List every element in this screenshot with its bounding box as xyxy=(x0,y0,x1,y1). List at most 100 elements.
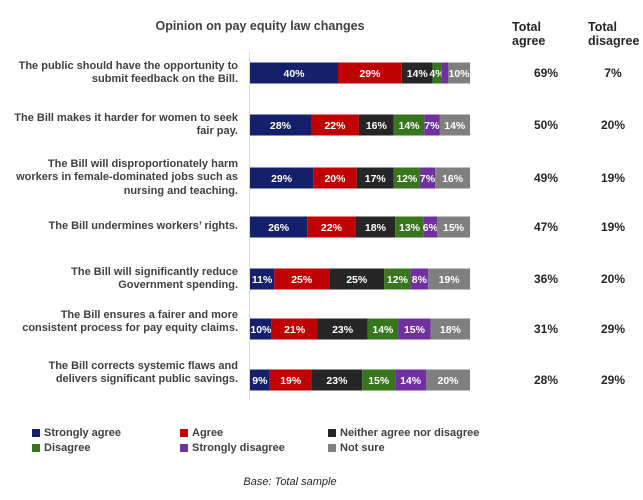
bar-segment xyxy=(250,268,275,290)
data-label: 12% xyxy=(387,274,409,286)
category-label: The Bill undermines workers’ rights. xyxy=(48,220,239,233)
bar-segment xyxy=(439,114,470,136)
legend-swatch xyxy=(328,429,336,437)
data-label: 19% xyxy=(280,375,302,387)
data-label: 7% xyxy=(424,120,440,132)
bar-segment xyxy=(269,369,312,391)
data-label: 29% xyxy=(271,173,293,185)
total-disagree-value: 19% xyxy=(600,171,626,185)
data-label: 14% xyxy=(400,375,422,387)
total-disagree-value: 19% xyxy=(600,220,626,234)
bar-segment xyxy=(250,369,270,391)
legend-label: Disagree xyxy=(44,442,91,454)
data-label: 25% xyxy=(291,274,313,286)
data-label: 15% xyxy=(404,324,426,336)
category-label: The Bill will disproportionately harm wo… xyxy=(16,157,238,197)
legend-swatch xyxy=(180,444,188,452)
bar-segment xyxy=(362,369,396,391)
legend-item: Not sure xyxy=(328,442,385,454)
total-agree-value: 69% xyxy=(533,66,559,80)
bar-segment xyxy=(250,62,338,84)
bar-segment xyxy=(307,216,356,238)
data-label: 7% xyxy=(420,173,436,185)
data-label: 15% xyxy=(368,375,390,387)
chart-title: Opinion on pay equity law changes xyxy=(155,19,365,33)
legend-label: Strongly agree xyxy=(44,427,122,439)
bar-segment xyxy=(423,216,437,238)
data-label: 4% xyxy=(429,68,445,80)
data-label: 10% xyxy=(448,68,470,80)
bar-segment xyxy=(393,167,420,189)
category-label: The Bill will significantly reduce Gover… xyxy=(71,265,238,292)
category-label: The public should have the opportunity t… xyxy=(18,59,238,86)
data-label: 22% xyxy=(321,222,343,234)
legend-item: Agree xyxy=(180,427,223,439)
legend-swatch xyxy=(328,444,336,452)
legend-label: Strongly disagree xyxy=(192,442,285,454)
bar-segment xyxy=(250,114,311,136)
bar-segment xyxy=(432,62,442,84)
bar-segment xyxy=(250,216,308,238)
data-label: 20% xyxy=(437,375,459,387)
bar-segment xyxy=(355,216,396,238)
bar-segment xyxy=(317,318,368,340)
total-agree-value: 36% xyxy=(533,272,559,286)
bar-segment xyxy=(430,318,470,340)
data-label: 26% xyxy=(268,222,290,234)
bar-segment xyxy=(401,62,433,84)
data-label: 12% xyxy=(396,173,418,185)
total-agree-header: Total agree xyxy=(512,20,546,48)
bar-segment xyxy=(395,216,424,238)
bar-segment xyxy=(448,62,470,84)
data-label: 25% xyxy=(346,274,368,286)
data-label: 23% xyxy=(326,375,348,387)
data-label: 18% xyxy=(440,324,462,336)
data-label: 14% xyxy=(407,68,429,80)
category-label: The Bill ensures a fairer and more consi… xyxy=(22,308,238,335)
bar-segment xyxy=(441,62,448,84)
bar-segment xyxy=(426,369,470,391)
data-label: 6% xyxy=(423,222,439,234)
bar-segment xyxy=(311,369,363,391)
data-label: 19% xyxy=(439,274,461,286)
bar-segment xyxy=(271,318,318,340)
data-label: 29% xyxy=(359,68,381,80)
bar-segment xyxy=(419,167,436,189)
category-label: The Bill corrects systemic flaws and del… xyxy=(48,359,238,386)
data-label: 22% xyxy=(324,120,346,132)
total-agree-value: 47% xyxy=(533,220,559,234)
bar-segment xyxy=(384,268,411,290)
legend-swatch xyxy=(180,429,188,437)
legend-label: Agree xyxy=(192,427,224,439)
data-label: 18% xyxy=(365,222,387,234)
bar-segment xyxy=(393,114,425,136)
bar-segment xyxy=(250,318,272,340)
bar-segment xyxy=(250,167,314,189)
legend-label: Not sure xyxy=(340,442,385,454)
data-label: 13% xyxy=(399,222,421,234)
total-disagree-value: 29% xyxy=(600,322,626,336)
legend-label: Neither agree nor disagree xyxy=(340,427,480,439)
bar-segment xyxy=(358,114,394,136)
bar-segment xyxy=(338,62,402,84)
data-label: 11% xyxy=(252,274,273,286)
total-agree-value: 28% xyxy=(533,373,559,387)
data-label: 40% xyxy=(283,68,305,80)
total-agree-value: 31% xyxy=(533,322,559,336)
data-label: 17% xyxy=(365,173,387,185)
data-label: 15% xyxy=(443,222,465,234)
total-disagree-value: 7% xyxy=(604,66,622,80)
total-disagree-value: 29% xyxy=(600,373,626,387)
legend-item: Neither agree nor disagree xyxy=(328,427,479,439)
bar-segment xyxy=(329,268,385,290)
data-label: 10% xyxy=(250,324,272,336)
category-label: The Bill makes it harder for women to se… xyxy=(14,111,238,138)
legend-item: Strongly disagree xyxy=(180,442,285,454)
bar-segment xyxy=(367,318,399,340)
data-label: 9% xyxy=(252,375,268,387)
data-label: 8% xyxy=(412,274,428,286)
bar-segment xyxy=(398,318,431,340)
base-note: Base: Total sample xyxy=(243,476,337,488)
